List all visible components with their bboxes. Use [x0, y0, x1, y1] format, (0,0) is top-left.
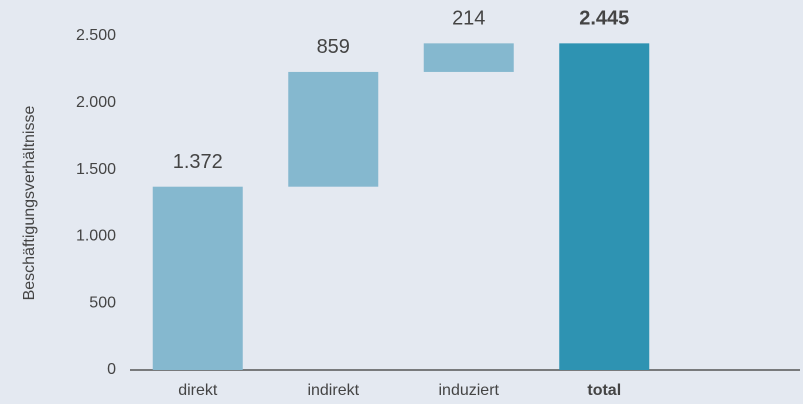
value-label: 1.372 — [173, 151, 223, 173]
bar — [559, 43, 650, 371]
value-label: 214 — [452, 8, 485, 30]
x-tick-label: direkt — [178, 382, 218, 399]
y-tick-label: 1.500 — [76, 161, 116, 178]
value-label: 859 — [317, 36, 350, 58]
y-tick-label: 1.000 — [76, 228, 116, 245]
y-axis-label: Beschäftigungsverhältnisse — [21, 106, 38, 301]
x-tick-label: induziert — [439, 382, 500, 399]
value-label: 2.445 — [579, 8, 629, 30]
y-tick-label: 2.000 — [76, 94, 116, 111]
bar — [152, 186, 243, 370]
bar — [423, 43, 514, 72]
x-tick-label: indirekt — [307, 382, 359, 399]
y-tick-label: 500 — [89, 294, 116, 311]
y-tick-label: 2.500 — [76, 27, 116, 44]
x-tick-label: total — [587, 382, 621, 399]
y-tick-label: 0 — [107, 361, 116, 378]
bar — [288, 71, 379, 187]
